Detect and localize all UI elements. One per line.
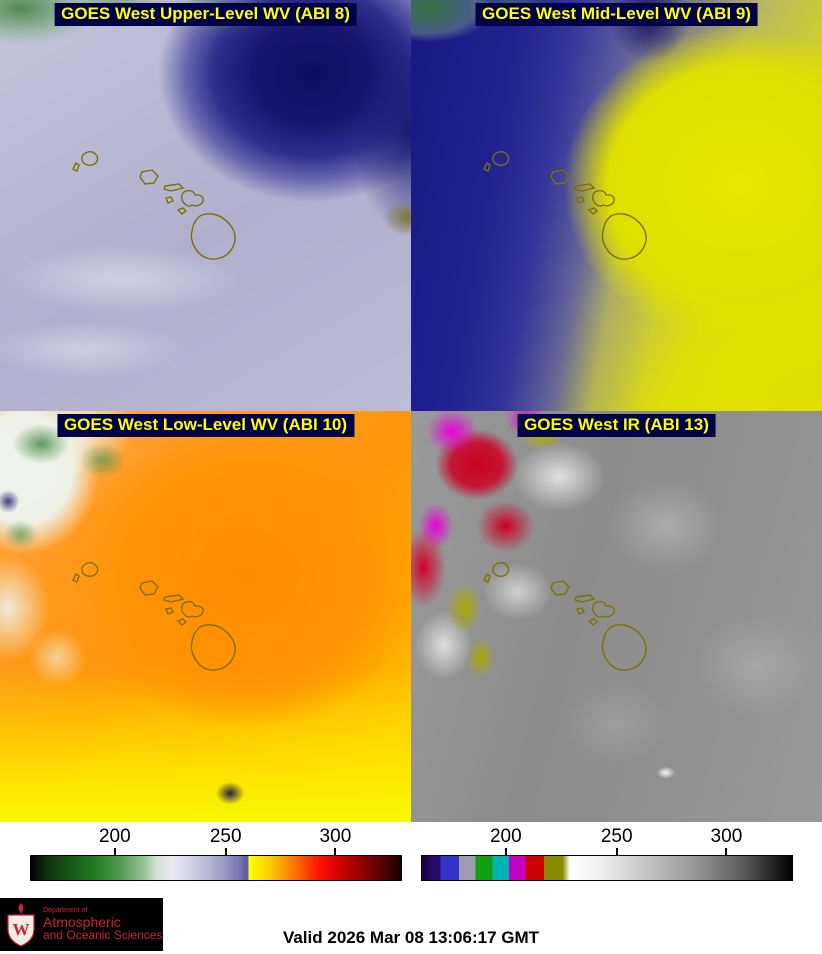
panel-title: GOES West Low-Level WV (ABI 10) (56, 414, 355, 437)
colorbar-tick-label: 200 (98, 826, 131, 847)
colorbar-tick-label: 300 (319, 826, 352, 847)
wv-colorbar-tickmarks (30, 848, 402, 855)
ir-colorbar-gradient (421, 855, 793, 881)
uw-aos-logo: W Department of Atmospheric and Oceanic … (0, 898, 163, 951)
colorbar-tick-label: 300 (710, 826, 743, 847)
colorbar-tick-mark (334, 848, 337, 855)
panel-abi9-mid-level-wv: GOES West Mid-Level WV (ABI 9) (411, 0, 822, 411)
logo-atmospheric-line: Atmospheric (43, 913, 121, 930)
panel-title: GOES West IR (ABI 13) (517, 414, 716, 437)
svg-text:W: W (13, 920, 30, 939)
wv-colorbar-labels: 200 250 300 (30, 826, 402, 848)
hawaii-islands-overlay (483, 151, 647, 260)
logo-text-block: Department of Atmospheric and Oceanic Sc… (43, 907, 162, 942)
colorbar-tick-mark (725, 848, 728, 855)
panel-abi10-low-level-wv: GOES West Low-Level WV (ABI 10) (0, 411, 411, 822)
colorbar-row: 200 250 300 200 250 300 (0, 822, 822, 896)
colorbar-tick-label: 200 (489, 826, 522, 847)
colorbar-tick-label: 250 (600, 826, 633, 847)
panel-abi13-ir: GOES West IR (ABI 13) (411, 411, 822, 822)
hawaii-islands-overlay (483, 562, 647, 671)
hawaii-islands-overlay (72, 562, 236, 671)
valid-time-text: Valid 2026 Mar 08 13:06:17 GMT (282, 928, 540, 947)
wv-colorbar: 200 250 300 (30, 826, 402, 888)
footer: W Department of Atmospheric and Oceanic … (0, 896, 822, 954)
colorbar-tick-mark (224, 848, 227, 855)
colorbar-tick-label: 250 (209, 826, 242, 847)
panel-abi8-upper-level-wv: GOES West Upper-Level WV (ABI 8) (0, 0, 411, 411)
logo-oceanic-line: and Oceanic Sciences (43, 928, 163, 943)
panel-title: GOES West Upper-Level WV (ABI 8) (54, 3, 357, 26)
ir-colorbar-labels: 200 250 300 (421, 826, 793, 848)
wv-colorbar-gradient (30, 855, 402, 881)
panel-title: GOES West Mid-Level WV (ABI 9) (475, 3, 758, 26)
colorbar-tick-mark (504, 848, 507, 855)
colorbar-tick-mark (615, 848, 618, 855)
ir-colorbar: 200 250 300 (421, 826, 793, 888)
logo-dept-line: Department of (43, 907, 88, 915)
hawaii-islands-overlay (72, 151, 236, 260)
ir-colorbar-tickmarks (421, 848, 793, 855)
uw-crest-icon: W (7, 902, 35, 947)
colorbar-tick-mark (113, 848, 116, 855)
imagery-grid: GOES West Upper-Level WV (ABI 8) GOES We… (0, 0, 822, 822)
